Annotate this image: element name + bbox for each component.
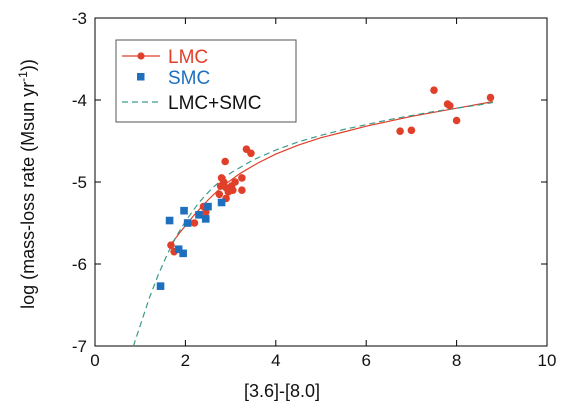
data-point-smc — [179, 249, 187, 258]
data-point-smc — [195, 211, 203, 219]
data-point-lmc — [229, 186, 237, 194]
data-point-lmc — [446, 101, 454, 110]
x-tick-label: 4 — [271, 351, 280, 370]
legend-lmc-marker — [137, 52, 145, 60]
data-point-lmc — [396, 127, 404, 135]
data-point-smc — [156, 282, 165, 290]
legend-smc-marker — [137, 73, 145, 81]
legend-lmc-label: LMC — [168, 47, 208, 68]
y-tick-label: -4 — [72, 91, 87, 110]
data-point-smc — [201, 215, 210, 223]
data-point-lmc — [231, 178, 239, 186]
data-point-lmc — [201, 208, 210, 217]
data-point-lmc — [238, 186, 246, 194]
data-point-lmc — [190, 219, 199, 227]
legend-box — [115, 39, 297, 123]
data-point-lmc — [247, 149, 255, 158]
legend-smc-label: SMC — [168, 68, 210, 89]
x-tick-label: 0 — [90, 351, 99, 370]
fit-lines — [132, 101, 493, 347]
data-point-smc — [217, 198, 226, 207]
x-tick-label: 2 — [181, 351, 190, 370]
fit-line-lmc — [169, 101, 493, 247]
data-point-smc — [165, 216, 174, 225]
data-point-smc — [180, 206, 188, 215]
x-tick-label: 8 — [452, 351, 461, 370]
x-axis-label: [3.6]-[8.0] — [244, 381, 320, 401]
data-point-smc — [183, 219, 192, 227]
legend: LMC SMC LMC+SMC — [115, 39, 297, 123]
x-tick-label: 6 — [361, 351, 370, 370]
tick-labels: 0 2 4 6 8 10 -7 -6 -5 -4 -3 — [72, 9, 557, 370]
tick-marks — [94, 17, 548, 347]
data-point-lmc — [486, 93, 495, 102]
y-tick-label: -7 — [72, 337, 87, 356]
data-point-lmc — [215, 190, 224, 199]
data-point-lmc — [220, 178, 228, 186]
fit-line-lmc-smc — [132, 101, 493, 347]
data-point-lmc — [167, 241, 175, 249]
data-point-lmc — [238, 174, 246, 182]
x-tick-label: 10 — [538, 351, 557, 370]
data-point-lmc — [452, 116, 461, 125]
data-point-smc — [204, 202, 212, 211]
y-tick-label: -3 — [72, 9, 87, 28]
y-tick-label: -6 — [72, 255, 87, 274]
y-tick-label: -5 — [72, 173, 87, 192]
data-point-lmc — [221, 157, 229, 166]
legend-combined-label: LMC+SMC — [168, 93, 261, 114]
data-point-lmc — [430, 86, 438, 94]
data-point-lmc — [407, 126, 416, 135]
data-markers — [156, 86, 495, 290]
data-point-smc — [174, 245, 183, 254]
y-axis-label: log (mass-loss rate (Msun yr-1)) — [16, 59, 38, 309]
